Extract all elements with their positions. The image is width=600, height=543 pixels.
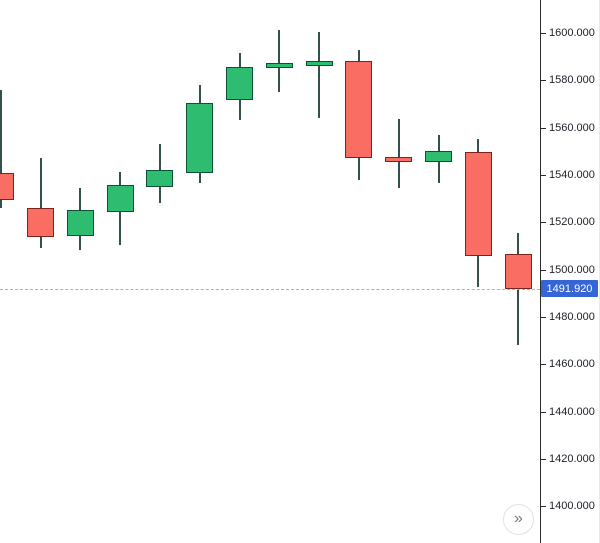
candle-body-down <box>385 157 413 163</box>
candle-body-up <box>226 67 253 101</box>
candle-body-up <box>425 151 452 162</box>
last-price-line <box>0 288 540 290</box>
price-tick-label: 1420.000 <box>549 452 595 465</box>
price-tick-label: 1580.000 <box>549 74 595 87</box>
price-tick-label: 1600.000 <box>549 27 595 40</box>
price-tick-label: 1520.000 <box>549 216 595 229</box>
candle-body-up <box>66 210 94 236</box>
candle-body-down <box>27 208 54 238</box>
price-tick-mark <box>541 269 546 271</box>
price-tick-label: 1400.000 <box>549 500 595 513</box>
candle-body-down <box>504 254 532 289</box>
candle-body-down <box>345 61 373 159</box>
price-tick-mark <box>541 316 546 318</box>
candle-body-up <box>106 185 134 213</box>
price-tick-mark <box>541 80 546 82</box>
scroll-to-recent-button[interactable]: » <box>503 504 534 535</box>
candle-body-up <box>146 170 174 188</box>
price-tick-mark <box>541 364 546 366</box>
price-tick-mark <box>541 506 546 508</box>
price-tick-label: 1440.000 <box>549 405 595 418</box>
price-tick-label: 1480.000 <box>549 310 595 323</box>
price-tick-label: 1460.000 <box>549 358 595 371</box>
candle-body-down <box>464 152 492 257</box>
candle-body-up <box>305 61 333 67</box>
price-tick-mark <box>541 127 546 129</box>
candle-body-up <box>265 63 293 69</box>
candle-wick <box>278 30 281 92</box>
last-price-badge: 1491.920 <box>541 280 598 298</box>
candle-wick <box>0 90 2 209</box>
price-tick-mark <box>541 411 546 413</box>
price-axis[interactable]: 1491.920 1600.000 1580.000 1560.000 1540.00… <box>540 0 599 543</box>
price-tick-label: 1500.000 <box>549 263 595 276</box>
candle-wick <box>397 119 400 188</box>
chevrons-right-icon: » <box>514 509 523 527</box>
price-tick-mark <box>541 222 546 224</box>
candle-body-up <box>186 103 214 174</box>
price-tick-mark <box>541 458 546 460</box>
price-tick-mark <box>541 175 546 176</box>
price-tick-mark <box>541 33 546 35</box>
last-price-value: 1491.920 <box>546 282 593 295</box>
candle-wick <box>318 32 321 118</box>
price-tick-label: 1560.000 <box>549 121 595 134</box>
candle-body-down <box>0 173 15 201</box>
candle-wick <box>39 158 42 249</box>
price-tick-label: 1540.000 <box>549 169 595 181</box>
chart-pane[interactable]: » <box>0 0 540 543</box>
